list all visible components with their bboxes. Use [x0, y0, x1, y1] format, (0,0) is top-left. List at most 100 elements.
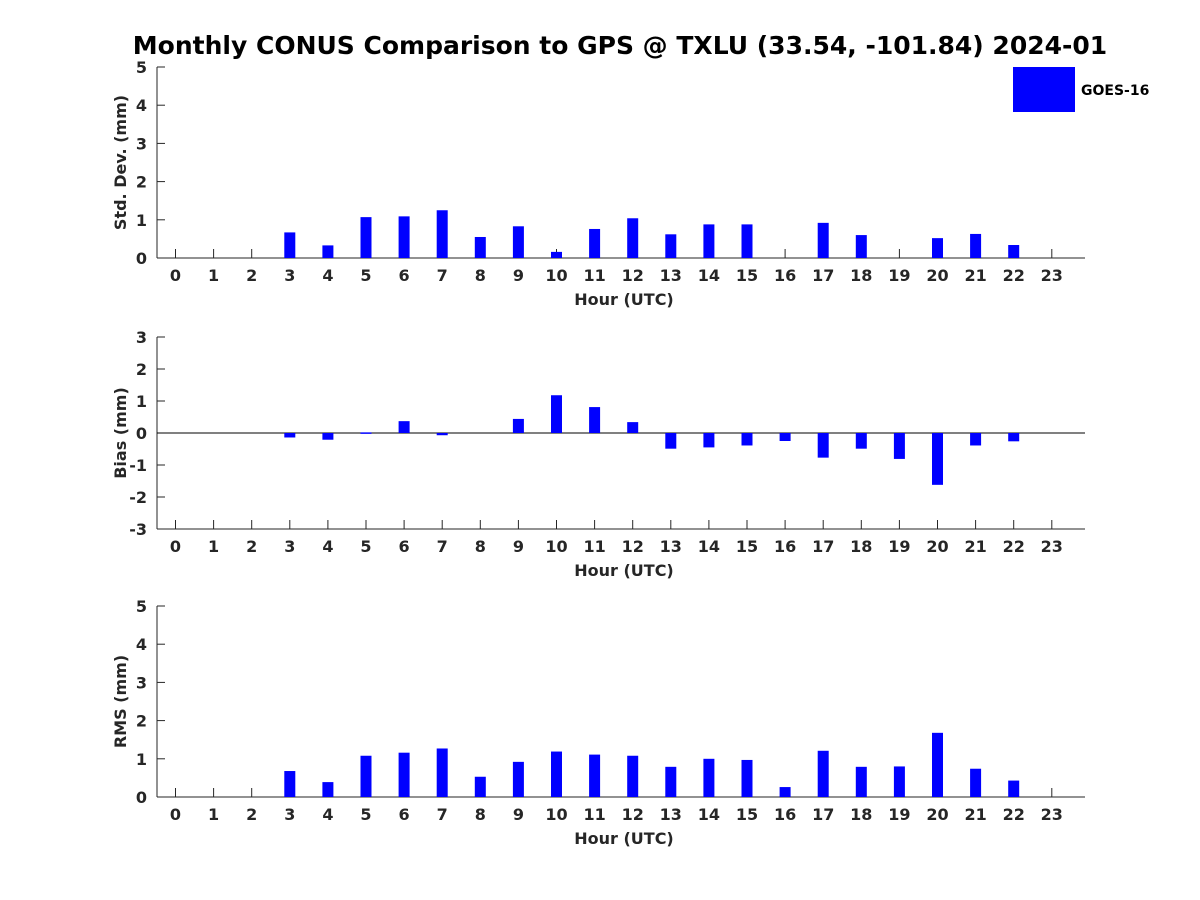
x-tick-label: 12 — [622, 266, 644, 285]
x-tick-label: 17 — [812, 537, 834, 556]
x-tick-label: 14 — [698, 805, 720, 824]
bar-hour-18 — [855, 766, 867, 797]
bar-hour-3 — [284, 433, 296, 438]
bar-hour-9 — [512, 418, 524, 433]
bar-hour-21 — [970, 433, 982, 446]
legend: GOES-16 — [1013, 67, 1149, 112]
y-tick-label: -2 — [129, 488, 147, 507]
bar-hour-13 — [665, 433, 677, 449]
x-tick-label: 9 — [513, 266, 524, 285]
x-tick-label: 5 — [360, 537, 371, 556]
legend-swatch — [1013, 67, 1075, 112]
x-tick-label: 13 — [660, 805, 682, 824]
bar-hour-7 — [436, 748, 448, 797]
bar-hour-11 — [589, 754, 601, 797]
x-tick-label: 16 — [774, 537, 796, 556]
x-tick-label: 18 — [850, 537, 872, 556]
bar-hour-4 — [322, 782, 334, 797]
x-tick-label: 13 — [660, 537, 682, 556]
y-tick-label: 1 — [136, 392, 147, 411]
x-tick-label: 11 — [583, 805, 605, 824]
bar-hour-20 — [932, 238, 943, 258]
x-tick-label: 1 — [208, 537, 219, 556]
x-tick-label: 10 — [545, 537, 567, 556]
x-tick-label: 4 — [322, 266, 333, 285]
bar-hour-12 — [627, 218, 639, 258]
x-tick-label: 7 — [437, 805, 448, 824]
bar-hour-17 — [817, 750, 829, 797]
x-tick-label: 5 — [360, 266, 371, 285]
x-tick-label: 0 — [170, 537, 181, 556]
bar-hour-10 — [551, 251, 562, 258]
x-tick-label: 9 — [513, 537, 524, 556]
bar-hour-12 — [627, 422, 639, 433]
bar-hour-21 — [970, 768, 982, 797]
x-tick-label: 23 — [1041, 266, 1063, 285]
x-tick-label: 19 — [888, 266, 910, 285]
x-tick-label: 20 — [926, 805, 948, 824]
bar-hour-14 — [703, 758, 715, 797]
bar-hour-10 — [551, 395, 562, 433]
bar-hour-14 — [703, 224, 715, 258]
x-tick-label: 20 — [926, 266, 948, 285]
y-tick-label: 3 — [136, 134, 147, 153]
x-tick-label: 21 — [964, 537, 986, 556]
y-tick-label: 1 — [136, 750, 147, 769]
y-axis-label: Std. Dev. (mm) — [111, 95, 130, 230]
x-tick-label: 7 — [437, 266, 448, 285]
x-tick-label: 15 — [736, 537, 758, 556]
legend-label: GOES-16 — [1081, 83, 1149, 99]
y-axis-label: RMS (mm) — [111, 655, 130, 748]
x-tick-label: 21 — [964, 266, 986, 285]
y-axis-label: Bias (mm) — [111, 387, 130, 479]
bar-hour-16 — [779, 433, 791, 441]
x-tick-label: 22 — [1003, 805, 1025, 824]
x-tick-label: 23 — [1041, 805, 1063, 824]
bar-hour-8 — [474, 236, 486, 258]
bar-hour-3 — [284, 232, 296, 258]
x-tick-label: 6 — [399, 266, 410, 285]
y-tick-label: 0 — [136, 249, 147, 268]
x-tick-label: 2 — [246, 805, 257, 824]
x-tick-label: 22 — [1003, 266, 1025, 285]
chart-title: Monthly CONUS Comparison to GPS @ TXLU (… — [133, 31, 1107, 60]
x-tick-label: 4 — [322, 537, 333, 556]
x-tick-label: 8 — [475, 537, 486, 556]
y-tick-label: 0 — [136, 788, 147, 807]
y-tick-label: 0 — [136, 424, 147, 443]
bar-hour-11 — [589, 228, 601, 258]
x-tick-label: 7 — [437, 537, 448, 556]
bar-hour-15 — [741, 759, 753, 797]
x-tick-label: 10 — [545, 805, 567, 824]
bar-hour-13 — [665, 766, 677, 797]
x-tick-label: 13 — [660, 266, 682, 285]
bar-hour-13 — [665, 234, 677, 258]
x-tick-label: 17 — [812, 805, 834, 824]
bar-hour-5 — [360, 755, 372, 797]
y-tick-label: 3 — [136, 673, 147, 692]
x-tick-label: 22 — [1003, 537, 1025, 556]
x-tick-label: 6 — [399, 537, 410, 556]
bar-hour-19 — [893, 766, 905, 797]
bar-hour-12 — [627, 755, 639, 797]
x-axis-label: Hour (UTC) — [574, 561, 674, 580]
x-tick-label: 2 — [246, 537, 257, 556]
x-tick-label: 8 — [475, 266, 486, 285]
bar-hour-4 — [322, 433, 334, 440]
x-tick-label: 12 — [622, 805, 644, 824]
bar-hour-20 — [932, 732, 943, 797]
bar-hour-9 — [512, 226, 524, 258]
x-tick-label: 1 — [208, 805, 219, 824]
bar-hour-11 — [589, 407, 601, 433]
x-tick-label: 15 — [736, 805, 758, 824]
x-tick-label: 17 — [812, 266, 834, 285]
x-tick-label: 23 — [1041, 537, 1063, 556]
x-tick-label: 3 — [284, 266, 295, 285]
bar-hour-17 — [817, 433, 829, 458]
x-tick-label: 6 — [399, 805, 410, 824]
bar-hour-4 — [322, 245, 334, 258]
x-tick-label: 11 — [583, 266, 605, 285]
